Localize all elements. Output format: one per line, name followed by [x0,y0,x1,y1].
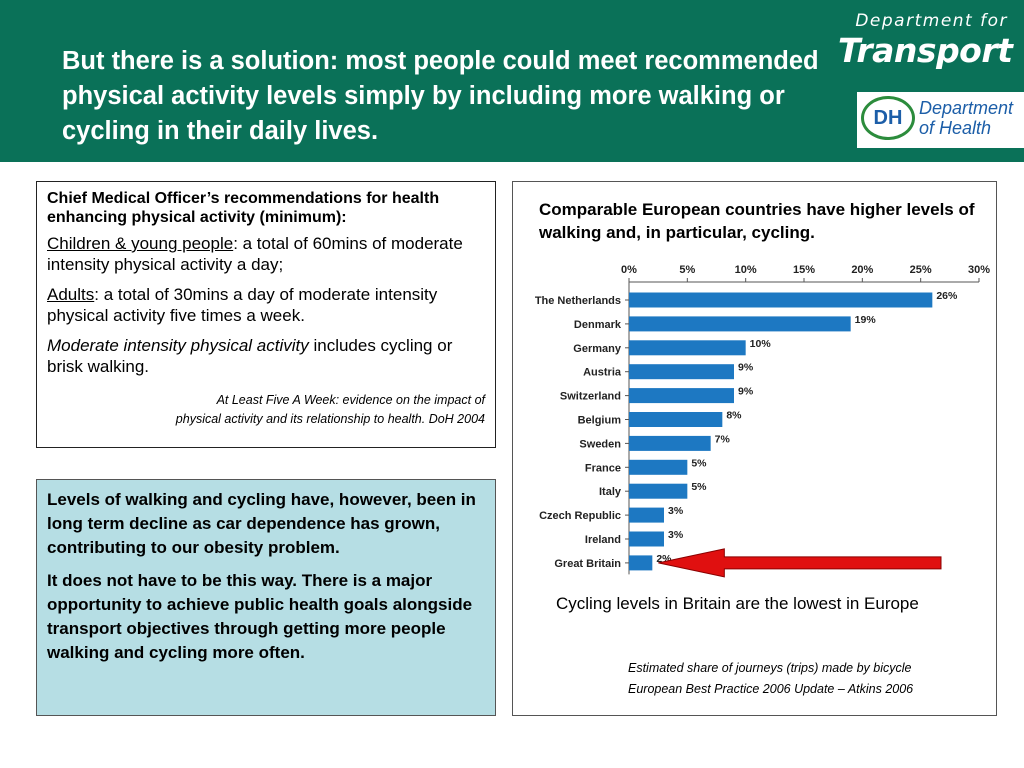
dft-logo-main: Transport [838,31,1013,70]
category-label: Germany [573,343,622,355]
bar [629,292,933,308]
category-label: Belgium [578,415,622,427]
dh-logo-text: Department of Health [919,98,1013,138]
chart-source-line1: Estimated share of journeys (trips) made… [628,661,912,675]
x-tick-label: 20% [851,264,873,276]
decline-paragraph-1: Levels of walking and cycling have, howe… [47,490,476,557]
dh-logo-line1: Department [919,98,1014,118]
value-label: 9% [738,362,754,374]
value-label: 3% [668,505,684,517]
x-tick-label: 0% [621,264,637,276]
highlight-arrow [658,548,942,578]
adults-text: : a total of 30mins a day of moderate in… [47,285,438,325]
children-label: Children & young people [47,234,234,253]
bar [629,340,746,356]
value-label: 19% [855,314,877,326]
value-label: 3% [668,529,684,541]
category-label: Italy [599,486,622,498]
cmo-recommendations-box: Chief Medical Officer’s recommendations … [36,181,496,448]
bar [629,459,688,475]
chart-title: Comparable European countries have highe… [539,200,975,242]
value-label: 7% [715,433,731,445]
adults-recommendation: Adults: a total of 30mins a day of moder… [47,284,485,326]
bar [629,388,734,404]
value-label: 8% [726,410,742,422]
category-label: Great Britain [554,558,621,570]
category-label: Austria [583,367,622,379]
x-tick-label: 5% [679,264,695,276]
category-label: Sweden [579,438,621,450]
chart-panel: Comparable European countries have highe… [512,181,997,716]
value-label: 9% [738,386,754,398]
bar [629,316,851,332]
category-label: Czech Republic [539,510,621,522]
value-label: 26% [936,290,958,302]
moderate-text: includes cycling or brisk walking. [47,336,453,376]
dh-logo: DH Department of Health [857,92,1024,148]
category-label: Ireland [585,534,621,546]
bar [629,364,734,380]
x-tick-label: 25% [910,264,932,276]
bar [629,531,664,547]
cmo-heading: Chief Medical Officer’s recommendations … [47,190,440,226]
page-title: But there is a solution: most people cou… [62,47,819,145]
adults-label: Adults [47,285,95,304]
children-recommendation: Children & young people: a total of 60mi… [47,233,485,275]
x-tick-label: 30% [968,264,990,276]
bar [629,483,688,499]
value-label: 10% [750,338,772,350]
chart-source-line2: European Best Practice 2006 Update – Atk… [628,682,914,696]
x-tick-label: 10% [735,264,757,276]
header-banner: But there is a solution: most people cou… [0,0,1024,162]
moderate-definition: Moderate intensity physical activity inc… [47,335,485,377]
dft-logo: Department for Transport [838,10,1013,76]
dh-logo-mark: DH [861,96,915,140]
category-label: The Netherlands [535,295,621,307]
cmo-source-line2: physical activity and its relationship t… [175,412,485,426]
dh-logo-line2: of Health [919,118,992,138]
cmo-source: At Least Five A Week: evidence on the im… [47,391,485,429]
chart-note: Cycling levels in Britain are the lowest… [556,594,919,613]
bar [629,412,723,427]
bar [629,555,653,571]
bar [629,435,711,451]
decline-paragraph-2: It does not have to be this way. There i… [47,571,473,662]
dft-logo-top: Department for [855,11,1008,31]
x-tick-label: 15% [793,264,815,276]
decline-box: Levels of walking and cycling have, howe… [36,479,496,716]
bar [629,507,664,523]
moderate-label: Moderate intensity physical activity [47,336,309,355]
chart-source: Estimated share of journeys (trips) made… [628,658,988,700]
category-label: France [585,462,621,474]
cmo-source-line1: At Least Five A Week: evidence on the im… [216,393,485,407]
children-text: : a total of 60mins of moderate intensit… [47,234,463,274]
value-label: 5% [691,457,707,469]
cycling-share-chart: 0% 5% 10% 15% 20% 25% 30% The Netherlands 26% Den… [535,264,990,578]
category-label: Switzerland [560,391,621,403]
category-label: Denmark [574,319,622,331]
value-label: 5% [691,481,707,493]
